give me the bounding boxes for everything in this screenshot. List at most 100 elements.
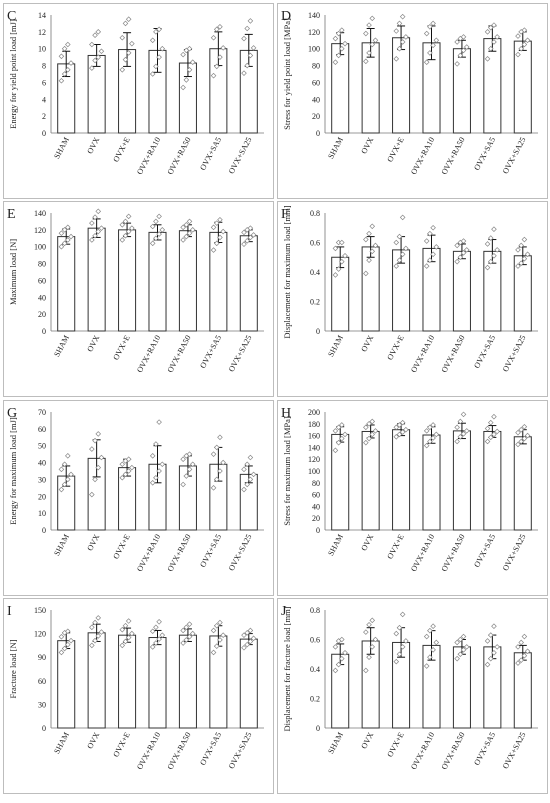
data-point — [342, 649, 348, 656]
data-point — [247, 234, 254, 241]
data-point — [65, 41, 71, 48]
data-point — [89, 220, 95, 226]
data-point — [487, 45, 494, 52]
data-point — [366, 230, 372, 237]
data-point — [491, 649, 497, 656]
bar-sham — [57, 236, 76, 332]
data-point — [484, 56, 491, 62]
data-point — [487, 258, 494, 265]
y-tick-label: 80 — [312, 479, 320, 488]
panel-label: J — [281, 604, 287, 619]
data-point — [129, 630, 135, 637]
data-point — [403, 638, 409, 644]
data-point — [487, 632, 494, 638]
data-point — [396, 422, 403, 428]
data-point — [180, 224, 186, 231]
data-point — [89, 237, 95, 243]
data-point — [68, 233, 74, 240]
y-tick-label: 0 — [316, 129, 320, 138]
data-point — [153, 474, 159, 481]
data-point — [521, 423, 528, 430]
data-point — [403, 245, 409, 252]
y-tick-label: 0.6 — [310, 636, 320, 645]
panel-label: I — [7, 604, 12, 619]
bar-ovx-sa5 — [483, 430, 502, 531]
data-point — [122, 622, 129, 629]
data-point — [210, 247, 217, 253]
data-point — [363, 667, 369, 674]
y-tick-label: 90 — [38, 653, 46, 662]
data-point — [58, 466, 65, 473]
data-point — [89, 446, 95, 452]
data-point — [399, 13, 406, 20]
data-point — [484, 638, 491, 644]
data-point — [369, 223, 376, 230]
data-point — [393, 630, 400, 637]
data-point — [244, 62, 250, 69]
data-point — [366, 257, 372, 263]
data-point — [92, 232, 98, 239]
data-point — [153, 235, 159, 242]
data-point — [61, 71, 68, 77]
data-point — [95, 633, 102, 639]
data-point — [423, 442, 430, 449]
data-point — [366, 621, 372, 628]
panel-label: E — [7, 207, 16, 222]
panel-border — [3, 598, 274, 794]
panel-border — [3, 400, 274, 596]
data-point — [250, 635, 257, 642]
data-point — [460, 633, 467, 640]
y-tick-label: 30 — [38, 700, 46, 709]
data-point — [491, 252, 497, 259]
data-point — [427, 257, 433, 263]
data-point — [332, 245, 339, 252]
data-point — [250, 232, 257, 238]
bar-ovx-e — [118, 229, 137, 332]
data-point — [65, 66, 71, 73]
y-axis-label: Fracture load [N] — [8, 639, 18, 698]
data-point — [518, 426, 524, 433]
data-point — [98, 48, 105, 55]
bar-ovx-sa5 — [209, 635, 228, 729]
data-point — [494, 428, 500, 435]
data-point — [491, 623, 497, 630]
data-point — [332, 272, 339, 278]
y-tick-label: 0 — [316, 526, 320, 535]
panel-border — [277, 400, 548, 596]
data-point — [58, 53, 65, 60]
data-point — [189, 461, 196, 468]
data-point — [217, 54, 223, 60]
data-point — [339, 239, 345, 246]
y-axis-label: Displacement for maximum load [mm] — [282, 205, 292, 338]
data-point — [183, 233, 190, 240]
y-tick-label: 80 — [312, 62, 320, 71]
data-point — [372, 37, 379, 44]
y-tick-label: 140 — [308, 11, 320, 20]
data-point — [244, 238, 250, 244]
y-tick-label: 6 — [42, 78, 46, 87]
data-point — [186, 466, 193, 473]
data-point — [220, 45, 226, 51]
y-tick-label: 14 — [38, 11, 46, 20]
y-tick-label: 0 — [42, 526, 46, 535]
y-tick-label: 140 — [34, 209, 46, 218]
bar-ovx-sa25 — [513, 436, 532, 531]
bar-ovx-sa5 — [483, 38, 502, 134]
data-point — [427, 24, 433, 30]
bar-ovx-ra50 — [452, 430, 471, 531]
y-tick-label: 100 — [308, 467, 320, 476]
data-point — [183, 473, 190, 479]
data-point — [339, 636, 345, 643]
data-point — [339, 258, 345, 265]
y-tick-label: 0.8 — [310, 209, 320, 218]
bar-ovx — [87, 632, 106, 729]
data-point — [393, 433, 400, 440]
data-point — [372, 636, 379, 643]
data-point — [98, 454, 105, 461]
data-point — [241, 35, 247, 42]
data-point — [159, 632, 166, 638]
